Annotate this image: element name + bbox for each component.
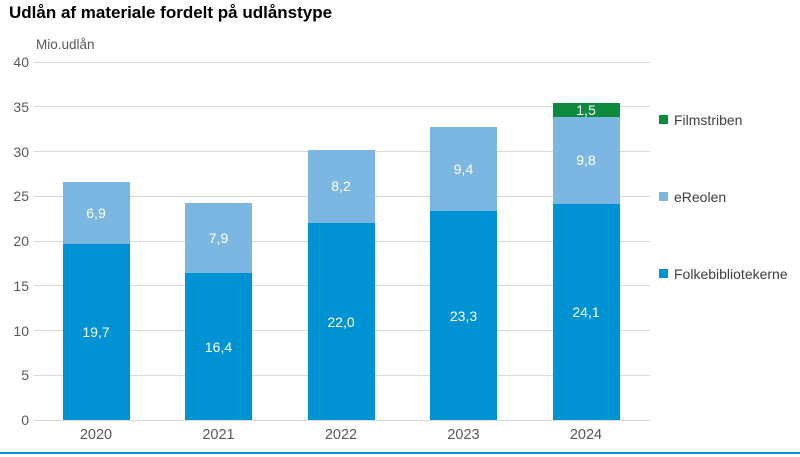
bar-segment-folkebibliotekerne-2022: 22,0 bbox=[307, 223, 375, 420]
bottom-border-line bbox=[0, 452, 800, 454]
legend-swatch-icon bbox=[659, 269, 668, 278]
bar-value-label: 1,5 bbox=[576, 101, 596, 118]
y-axis-tick-label: 30 bbox=[13, 143, 29, 160]
legend-label: Filmstriben bbox=[674, 111, 743, 128]
y-axis-tick-label: 20 bbox=[13, 233, 29, 249]
bar-value-label: 19,7 bbox=[82, 323, 110, 340]
bar-value-label: 23,3 bbox=[449, 307, 478, 324]
bar-value-label: 24,1 bbox=[572, 304, 600, 321]
bar-segment-filmstriben-2024: 1,5 bbox=[552, 101, 620, 118]
y-axis-tick-label: 25 bbox=[13, 188, 29, 205]
legend-label: Folkebibliotekerne bbox=[674, 265, 788, 282]
bar-segment-folkebibliotekerne-2020: 19,7 bbox=[62, 243, 130, 420]
bar-segment-ereolen-2022: 8,2 bbox=[307, 149, 375, 224]
legend-item-filmstriben: Filmstriben bbox=[659, 111, 743, 128]
x-axis-tick-label-2020: 2020 bbox=[79, 427, 113, 443]
bar-value-label: 22,0 bbox=[327, 313, 355, 330]
bar-segment-ereolen-2021: 7,9 bbox=[185, 202, 252, 274]
y-axis-unit-label: Mio.udlån bbox=[36, 37, 95, 52]
bar-segment-ereolen-2020: 6,9 bbox=[62, 181, 130, 244]
y-axis-tick-label: 0 bbox=[21, 412, 29, 428]
legend-item-folkebibliotekerne: Folkebibliotekerne bbox=[659, 265, 788, 282]
gridline-y-35 bbox=[34, 106, 650, 108]
x-axis-tick-label-2022: 2022 bbox=[324, 427, 358, 443]
y-axis-tick-label: 5 bbox=[21, 367, 29, 384]
x-axis-tick-label-2021: 2021 bbox=[202, 427, 235, 443]
gridline-y-0 bbox=[34, 419, 650, 421]
y-axis-tick-label: 15 bbox=[13, 277, 29, 294]
bar-segment-ereolen-2023: 9,4 bbox=[430, 127, 497, 212]
bar-segment-folkebibliotekerne-2023: 23,3 bbox=[430, 211, 497, 420]
x-axis-tick-label-2023: 2023 bbox=[447, 427, 480, 443]
legend-swatch-icon bbox=[659, 192, 668, 201]
bar-value-label: 9,8 bbox=[576, 152, 596, 169]
y-axis-tick-label: 10 bbox=[13, 322, 29, 339]
bar-value-label: 9,4 bbox=[453, 161, 474, 178]
gridline-y-40 bbox=[34, 61, 650, 63]
y-axis-tick-label: 35 bbox=[13, 98, 29, 115]
bar-segment-ereolen-2024: 9,8 bbox=[552, 116, 620, 205]
y-axis-tick-label: 40 bbox=[13, 54, 29, 70]
chart-title: Udlån af materiale fordelt på udlånstype bbox=[9, 3, 333, 22]
x-axis-tick-label-2024: 2024 bbox=[569, 427, 603, 443]
bar-value-label: 7,9 bbox=[208, 229, 229, 246]
bar-segment-folkebibliotekerne-2021: 16,4 bbox=[185, 273, 252, 420]
bar-value-label: 8,2 bbox=[331, 178, 351, 195]
bar-value-label: 16,4 bbox=[204, 338, 233, 355]
legend-item-ereolen: eReolen bbox=[659, 188, 727, 205]
bar-segment-folkebibliotekerne-2024: 24,1 bbox=[552, 204, 620, 420]
legend-swatch-icon bbox=[659, 115, 668, 124]
bar-value-label: 6,9 bbox=[86, 204, 106, 221]
legend-label: eReolen bbox=[674, 188, 727, 205]
